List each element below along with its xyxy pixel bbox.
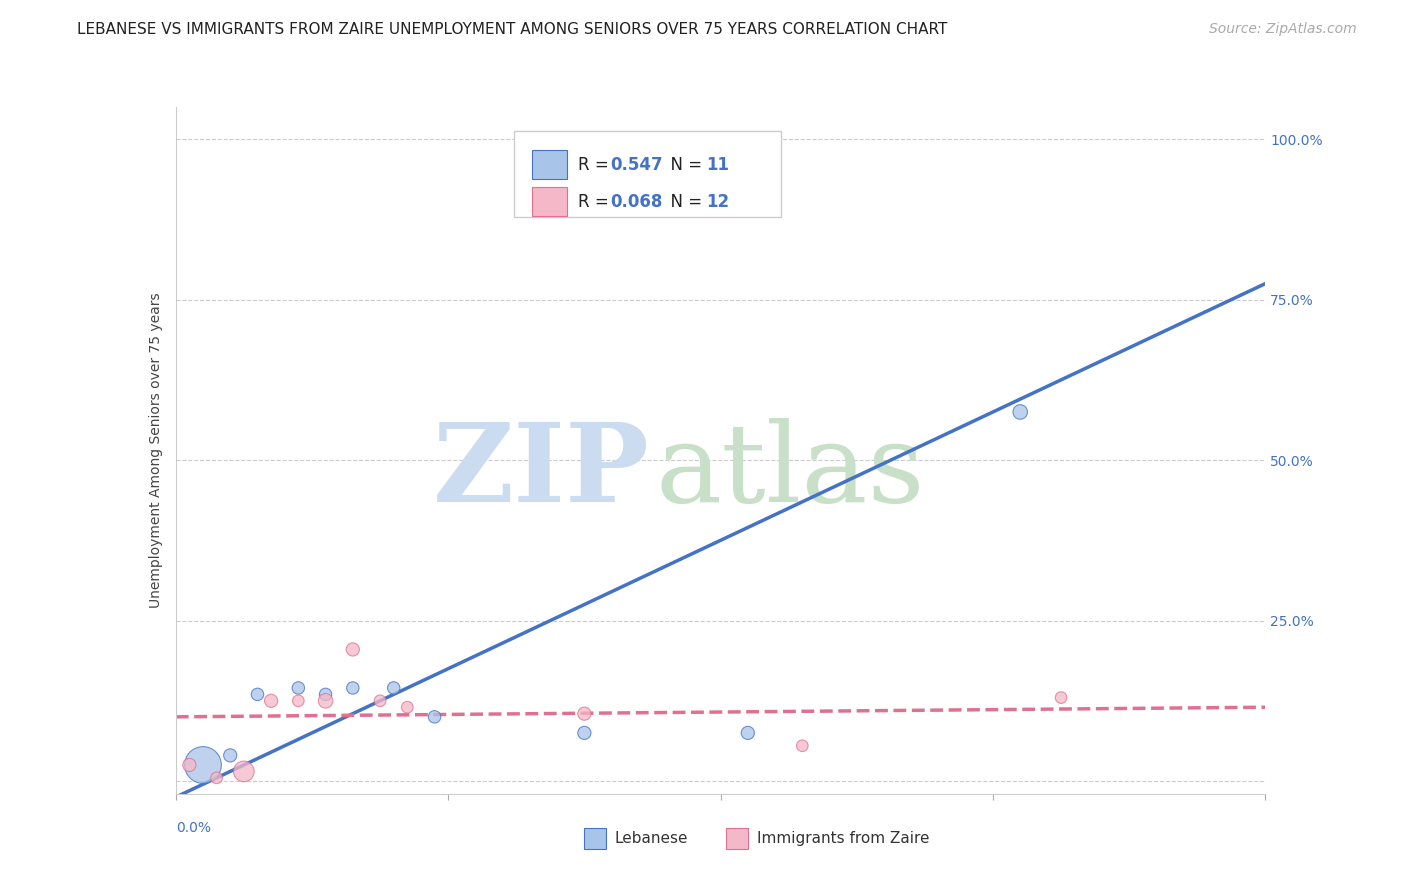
Point — [287, 681, 309, 695]
Point — [219, 748, 242, 763]
Point — [260, 694, 283, 708]
Text: 0.068: 0.068 — [610, 193, 662, 211]
Point — [246, 687, 269, 701]
Bar — [531, 187, 567, 216]
Text: N =: N = — [659, 193, 707, 211]
Text: Lebanese: Lebanese — [614, 831, 689, 846]
Text: N =: N = — [659, 155, 707, 174]
Text: ZIP: ZIP — [433, 417, 650, 524]
Point — [342, 642, 364, 657]
FancyBboxPatch shape — [513, 131, 780, 217]
Point — [191, 758, 214, 772]
Point — [574, 706, 596, 721]
Point — [368, 694, 391, 708]
Point — [737, 726, 759, 740]
Point — [792, 739, 814, 753]
Text: Source: ZipAtlas.com: Source: ZipAtlas.com — [1209, 22, 1357, 37]
Point — [232, 764, 254, 779]
Text: R =: R = — [578, 155, 614, 174]
Y-axis label: Unemployment Among Seniors over 75 years: Unemployment Among Seniors over 75 years — [149, 293, 163, 608]
Point — [315, 687, 337, 701]
Point — [574, 726, 596, 740]
Point — [315, 694, 337, 708]
Point — [423, 710, 446, 724]
Point — [205, 771, 228, 785]
Text: R =: R = — [578, 193, 614, 211]
Text: atlas: atlas — [655, 417, 925, 524]
Point — [382, 681, 405, 695]
Text: 0.547: 0.547 — [610, 155, 664, 174]
Point — [179, 758, 201, 772]
Point — [342, 681, 364, 695]
Bar — [585, 828, 606, 849]
Text: 0.0%: 0.0% — [176, 822, 211, 835]
Point — [396, 700, 419, 714]
Point — [287, 694, 309, 708]
Bar — [725, 828, 748, 849]
Bar — [531, 150, 567, 179]
Text: 12: 12 — [706, 193, 730, 211]
Point — [1050, 690, 1073, 705]
Text: 11: 11 — [706, 155, 730, 174]
Text: Immigrants from Zaire: Immigrants from Zaire — [756, 831, 929, 846]
Point — [1010, 405, 1032, 419]
Text: LEBANESE VS IMMIGRANTS FROM ZAIRE UNEMPLOYMENT AMONG SENIORS OVER 75 YEARS CORRE: LEBANESE VS IMMIGRANTS FROM ZAIRE UNEMPL… — [77, 22, 948, 37]
